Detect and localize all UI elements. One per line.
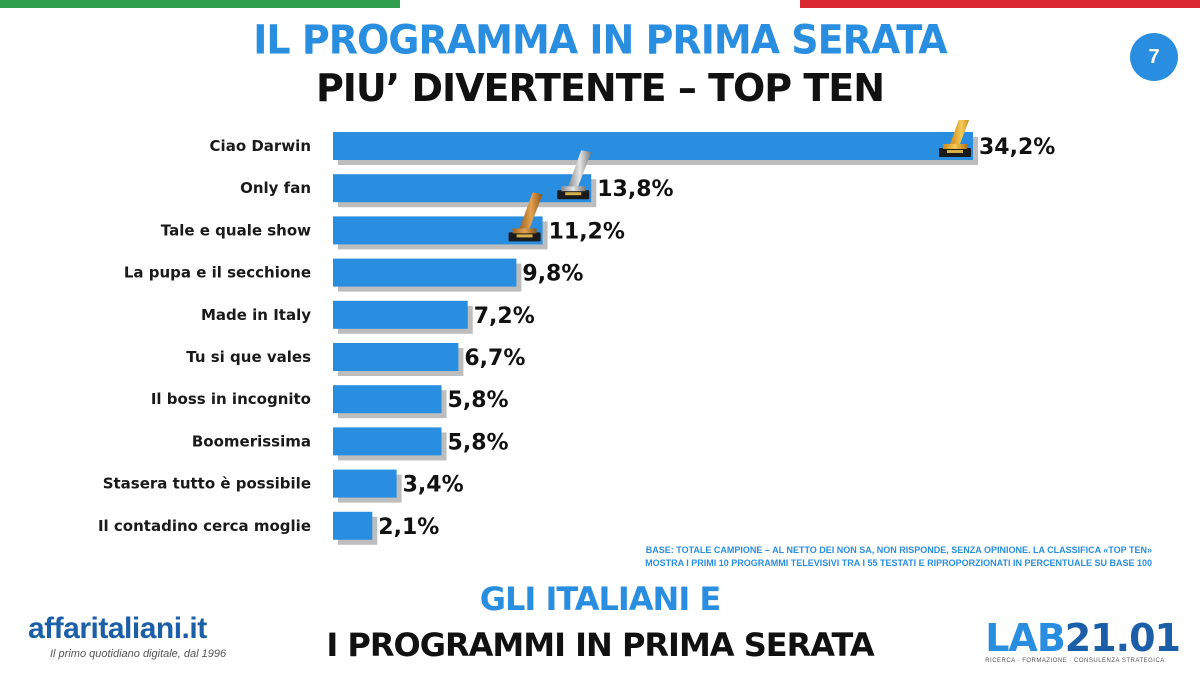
bar	[333, 132, 973, 160]
bar	[333, 174, 592, 203]
bar	[333, 427, 442, 456]
value-label: 2,1%	[378, 515, 439, 540]
category-label: Made in Italy	[201, 306, 311, 324]
base-note-line2: MOSTRA I PRIMI 10 PROGRAMMI TELEVISIVI T…	[645, 558, 1152, 568]
value-label: 5,8%	[448, 388, 509, 413]
bar	[333, 258, 517, 287]
value-label: 13,8%	[597, 177, 673, 202]
category-label: Ciao Darwin	[210, 137, 311, 155]
bar	[333, 343, 459, 371]
value-label: 11,2%	[549, 219, 625, 244]
lab2101-logo: LAB21.01 RICERCA · FORMAZIONE · CONSULEN…	[985, 616, 1181, 664]
category-label: Boomerissima	[192, 432, 311, 450]
bar	[333, 511, 373, 540]
bar	[333, 469, 397, 498]
chart-title-line1: IL PROGRAMMA IN PRIMA SERATA	[253, 16, 947, 64]
flag-stripe-white	[400, 0, 800, 8]
lab2101-logo-name-b: 21.01	[1064, 616, 1181, 660]
flag-stripe-green	[0, 0, 400, 8]
lab2101-logo-tagline: RICERCA · FORMAZIONE · CONSULENZA STRATE…	[985, 658, 1165, 664]
value-label: 5,8%	[448, 430, 509, 455]
bar	[333, 216, 543, 245]
chart-title-line2: PIU’ DIVERTENTE – TOP TEN	[315, 66, 885, 110]
category-label: Il boss in incognito	[151, 390, 311, 408]
bronze-trophy-icon	[508, 192, 543, 242]
flag-stripe-red	[800, 0, 1200, 8]
footer-title-line1: GLI ITALIANI E	[479, 580, 721, 618]
value-label: 7,2%	[474, 304, 535, 329]
category-label: Only fan	[240, 179, 311, 197]
base-note: BASE: TOTALE CAMPIONE – AL NETTO DEI NON…	[520, 544, 1152, 570]
category-label: Stasera tutto è possibile	[103, 475, 311, 493]
bar-chart: Ciao Darwin 34,2% Only fan 13,8% Tale e qual…	[98, 120, 1055, 545]
lab2101-logo-name: LAB21.01	[985, 616, 1181, 660]
affaritaliani-logo-name: affaritaliani.it	[28, 612, 207, 645]
base-note-line1: BASE: TOTALE CAMPIONE – AL NETTO DEI NON…	[645, 545, 1152, 555]
gold-trophy-icon	[939, 120, 971, 157]
bar	[333, 300, 468, 329]
silver-trophy-icon	[557, 150, 592, 200]
value-label: 3,4%	[403, 473, 464, 498]
bar	[333, 385, 442, 414]
value-label: 34,2%	[979, 135, 1055, 160]
category-label: Il contadino cerca moglie	[98, 517, 311, 535]
page-number-badge: 7	[1130, 33, 1178, 81]
category-label: La pupa e il secchione	[124, 264, 311, 282]
footer-title-line2: I PROGRAMMI IN PRIMA SERATA	[326, 626, 874, 664]
affaritaliani-logo-tagline: Il primo quotidiano digitale, dal 1996	[50, 648, 227, 660]
category-label: Tale e quale show	[161, 221, 311, 239]
affaritaliani-logo: affaritaliani.it Il primo quotidiano dig…	[28, 612, 226, 660]
value-label: 9,8%	[522, 262, 583, 287]
category-label: Tu si que vales	[186, 348, 311, 366]
lab2101-logo-name-a: LAB	[985, 616, 1066, 660]
value-label: 6,7%	[464, 346, 525, 371]
